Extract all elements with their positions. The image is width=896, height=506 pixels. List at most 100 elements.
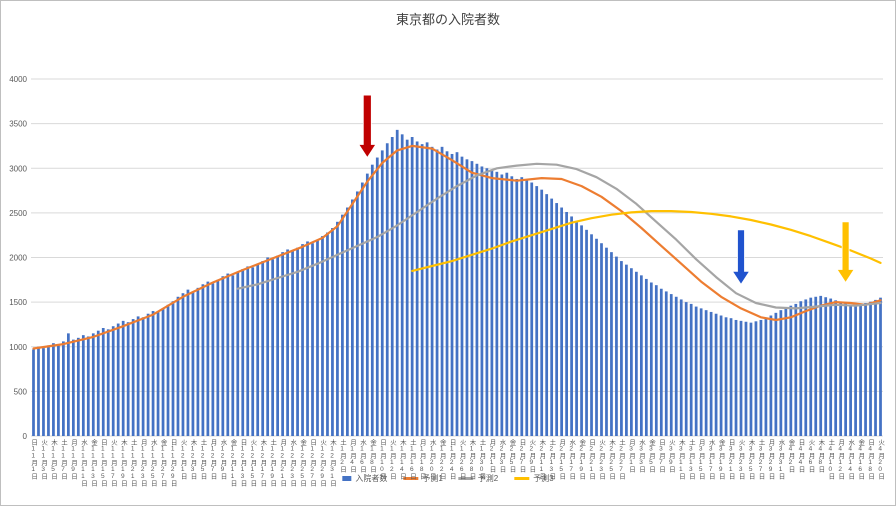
bar	[874, 299, 877, 436]
bar	[206, 281, 210, 436]
bar	[251, 267, 255, 436]
legend-label: 予測3	[533, 474, 554, 483]
bar	[91, 333, 95, 436]
bar	[181, 293, 185, 436]
bar	[644, 278, 648, 436]
bar	[739, 320, 743, 436]
bar	[131, 319, 135, 436]
bar	[475, 163, 479, 436]
chart-title: 東京都の入院者数	[395, 12, 500, 27]
bar	[580, 225, 583, 436]
bar	[360, 182, 364, 436]
bar	[201, 284, 205, 436]
legend-marker-icon	[514, 477, 530, 480]
bar	[306, 241, 309, 436]
bar	[485, 168, 489, 436]
legend-label: 予測2	[477, 474, 499, 483]
bar	[375, 157, 379, 437]
legend-label: 入院者数	[355, 474, 388, 483]
bar	[261, 261, 265, 436]
bar	[859, 304, 862, 436]
bar	[321, 236, 324, 436]
bar	[879, 297, 882, 436]
bar	[266, 257, 270, 436]
bar	[460, 156, 464, 436]
red-arrow	[358, 94, 377, 159]
bar	[445, 151, 449, 437]
bar	[221, 276, 225, 436]
bar	[839, 302, 843, 436]
bar	[455, 152, 459, 436]
bar	[76, 337, 80, 436]
legend-item[interactable]: 入院者数	[342, 473, 387, 484]
bar	[555, 203, 559, 436]
bar	[385, 143, 389, 436]
bar	[62, 341, 65, 436]
bar	[669, 294, 673, 436]
y-axis-tick-label: 2000	[9, 254, 27, 263]
bar	[719, 315, 723, 436]
bar	[331, 228, 334, 436]
bar	[824, 297, 828, 436]
bar	[415, 141, 419, 436]
bar	[276, 255, 280, 436]
bar	[530, 182, 534, 436]
bar	[779, 310, 783, 436]
bar	[196, 287, 200, 436]
bar	[281, 252, 284, 436]
bar	[66, 333, 70, 436]
bar	[689, 303, 693, 436]
bar	[395, 129, 399, 436]
bar	[151, 311, 155, 436]
legend-item[interactable]: 予測3	[514, 473, 554, 484]
bar	[595, 238, 598, 436]
bar	[490, 170, 494, 436]
bar	[86, 336, 90, 436]
bar	[500, 174, 504, 436]
bar	[525, 179, 529, 437]
bar	[575, 220, 578, 436]
bar	[161, 308, 165, 436]
blue-arrow	[731, 229, 751, 286]
bar	[430, 146, 434, 436]
bar	[799, 301, 803, 436]
bar	[694, 306, 698, 436]
bar	[744, 321, 748, 436]
bar	[774, 312, 778, 436]
bar	[111, 326, 115, 436]
line-series	[32, 144, 882, 350]
bar	[709, 311, 713, 436]
bar	[834, 300, 838, 436]
bar	[96, 330, 100, 436]
bar	[854, 305, 857, 436]
legend-marker-icon	[342, 476, 352, 481]
bar	[400, 134, 404, 436]
bar	[365, 173, 369, 437]
bar	[634, 271, 638, 436]
y-axis-tick-label: 0	[23, 432, 28, 441]
bar	[714, 313, 718, 436]
bar	[71, 339, 75, 436]
bar	[286, 249, 289, 436]
bar	[684, 302, 688, 436]
y-axis-tick-label: 2500	[9, 209, 27, 218]
bar	[410, 137, 414, 436]
y-axis-tick-label: 1500	[9, 298, 27, 307]
bar	[231, 275, 235, 436]
bar	[510, 176, 514, 436]
bar	[585, 229, 588, 436]
bar	[191, 291, 195, 436]
bar	[829, 298, 833, 436]
bar	[704, 310, 708, 436]
chart-legend[interactable]: 入院者数 予測1 予測2 予測3	[342, 473, 554, 484]
legend-item[interactable]: 予測1	[403, 473, 443, 484]
bar	[256, 263, 260, 436]
bar	[864, 303, 867, 436]
bar	[674, 296, 678, 436]
bar	[146, 313, 150, 436]
legend-item[interactable]: 予測2	[458, 473, 499, 484]
bar	[350, 199, 354, 436]
bar	[37, 346, 40, 436]
